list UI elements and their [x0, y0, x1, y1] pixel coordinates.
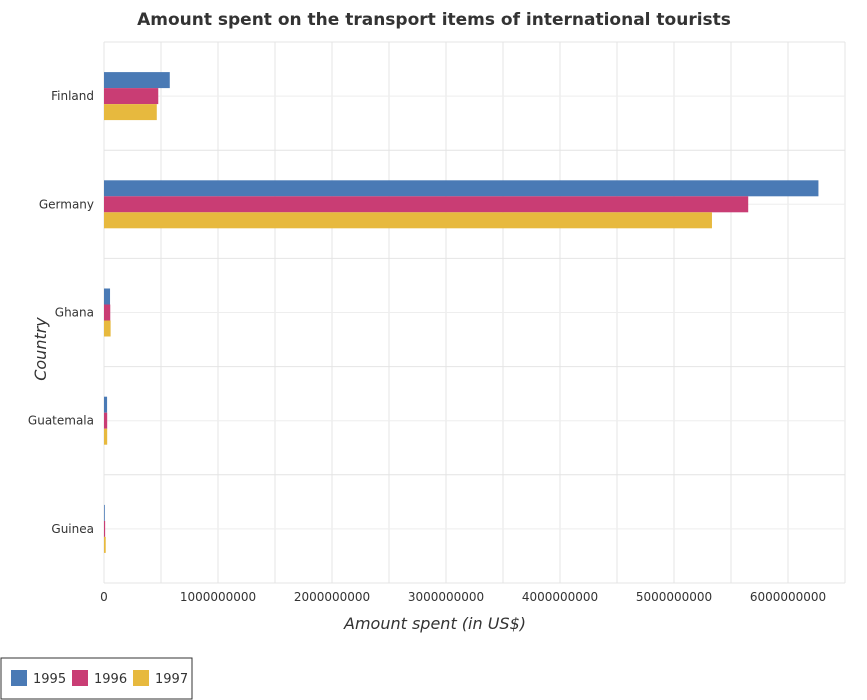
y-tick-label: Finland — [51, 89, 94, 103]
bar-ghana-1996 — [104, 304, 111, 321]
legend-label-1995: 1995 — [33, 672, 66, 687]
legend-swatch-1995 — [11, 670, 27, 686]
x-tick-label: 6000000000 — [750, 590, 826, 604]
x-tick-label: 0 — [100, 590, 108, 604]
chart-title: Amount spent on the transport items of i… — [137, 10, 731, 30]
bar-germany-1997 — [104, 212, 712, 229]
bars — [104, 72, 819, 553]
bar-guinea-1995 — [104, 504, 105, 521]
x-axis-ticks: 0 1000000000 2000000000 3000000000 400000000… — [100, 590, 826, 604]
x-tick-label: 1000000000 — [180, 590, 256, 604]
y-axis-ticks: Finland Germany Ghana Guatemala Guinea — [28, 89, 94, 536]
y-tick-label: Guinea — [51, 522, 94, 536]
x-tick-label: 3000000000 — [408, 590, 484, 604]
bar-ghana-1995 — [104, 288, 111, 305]
bar-germany-1995 — [104, 180, 819, 197]
y-tick-label: Germany — [39, 197, 94, 211]
y-axis-title: Country — [31, 317, 50, 381]
bar-guinea-1996 — [104, 520, 106, 537]
x-tick-label: 5000000000 — [636, 590, 712, 604]
x-tick-label: 2000000000 — [294, 590, 370, 604]
legend-swatch-1996 — [72, 670, 88, 686]
y-tick-label: Ghana — [55, 306, 94, 320]
legend: 1995 1996 1997 — [0, 657, 193, 700]
x-tick-label: 4000000000 — [522, 590, 598, 604]
bar-finland-1997 — [104, 104, 157, 121]
legend-label-1996: 1996 — [94, 672, 127, 687]
x-axis-title: Amount spent (in US$) — [343, 614, 526, 633]
bar-guatemala-1996 — [104, 412, 108, 429]
legend-label-1997: 1997 — [155, 672, 188, 687]
y-tick-label: Guatemala — [28, 414, 94, 428]
legend-box — [0, 657, 193, 700]
bar-finland-1996 — [104, 88, 159, 105]
bar-germany-1996 — [104, 196, 749, 213]
legend-swatch-1997 — [133, 670, 149, 686]
grid — [103, 41, 846, 584]
bar-guatemala-1995 — [104, 396, 108, 413]
bar-guatemala-1997 — [104, 428, 108, 445]
bar-ghana-1997 — [104, 320, 111, 337]
bar-finland-1995 — [104, 72, 170, 89]
bar-guinea-1997 — [104, 536, 106, 553]
